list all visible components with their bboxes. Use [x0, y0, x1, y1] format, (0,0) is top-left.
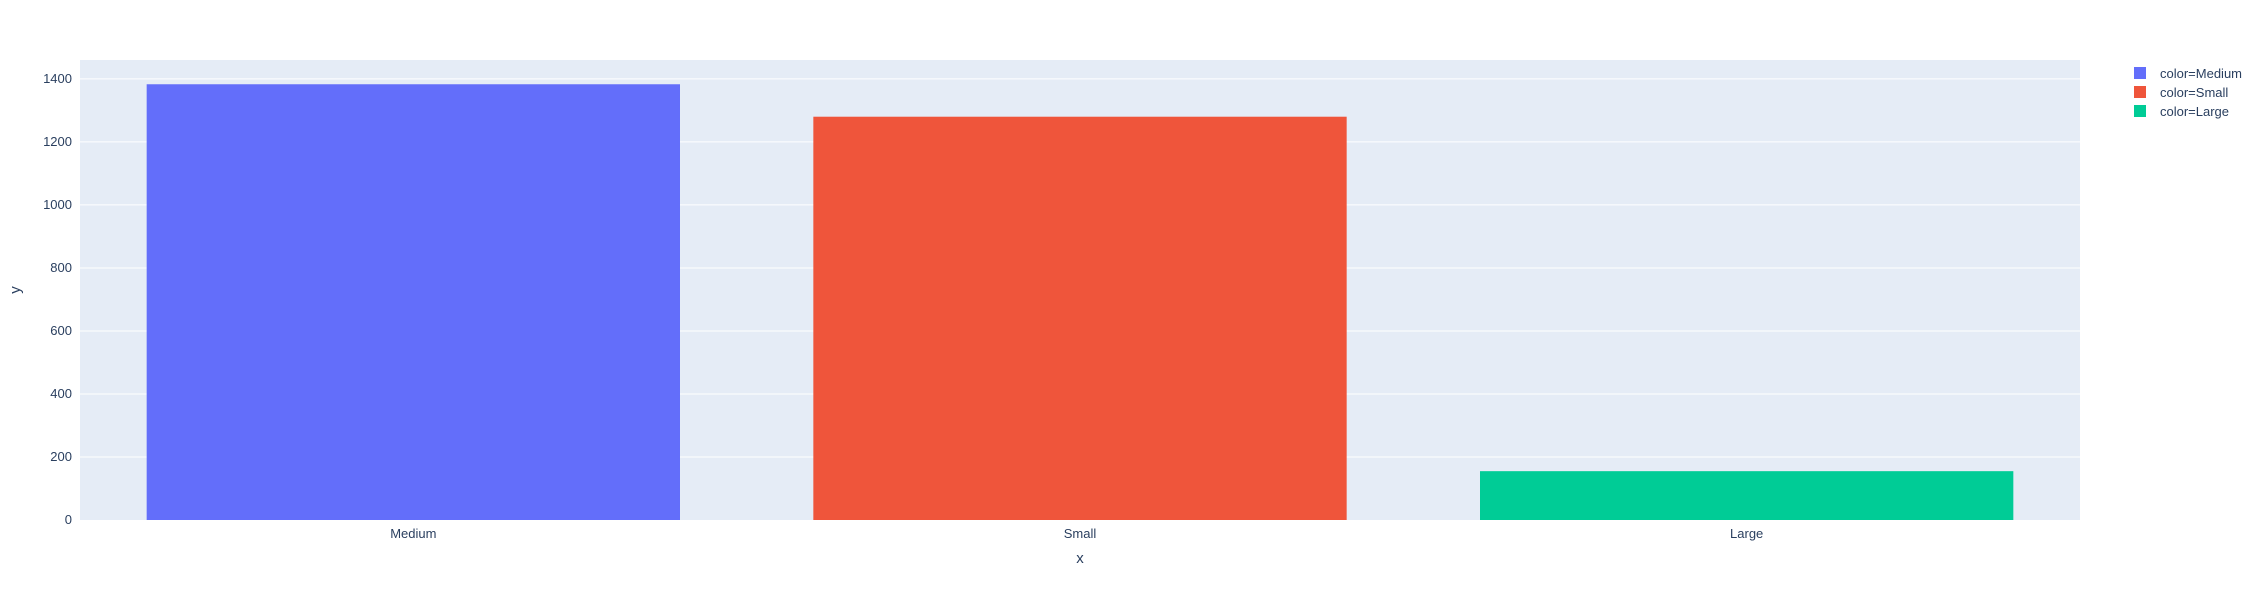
y-tick-label: 200 — [50, 449, 72, 464]
x-tick-label: Small — [1064, 526, 1097, 541]
y-axis-ticks: 0 200 400 600 800 1000 1200 1400 — [43, 71, 72, 527]
bar-large[interactable] — [1480, 471, 2014, 520]
legend-swatch — [2134, 86, 2146, 98]
legend-item-large[interactable]: color=Large — [2134, 104, 2229, 119]
legend-label: color=Small — [2160, 85, 2228, 100]
y-tick-label: 0 — [65, 512, 72, 527]
y-tick-label: 400 — [50, 386, 72, 401]
legend-label: color=Medium — [2160, 66, 2242, 81]
bar-medium[interactable] — [146, 84, 680, 520]
x-tick-label: Medium — [390, 526, 436, 541]
legend-label: color=Large — [2160, 104, 2229, 119]
x-tick-label: Large — [1730, 526, 1763, 541]
legend: color=Medium color=Small color=Large — [2134, 66, 2242, 119]
y-tick-label: 1400 — [43, 71, 72, 86]
legend-item-medium[interactable]: color=Medium — [2134, 66, 2242, 81]
legend-item-small[interactable]: color=Small — [2134, 85, 2228, 100]
bars — [146, 84, 2014, 520]
x-axis-ticks: Medium Small Large — [390, 526, 1763, 541]
y-tick-label: 1000 — [43, 197, 72, 212]
legend-swatch — [2134, 67, 2146, 79]
y-tick-label: 600 — [50, 323, 72, 338]
y-axis-title: y — [7, 286, 24, 294]
y-tick-label: 800 — [50, 260, 72, 275]
legend-swatch — [2134, 105, 2146, 117]
y-tick-label: 1200 — [43, 134, 72, 149]
x-axis-title: x — [1076, 550, 1084, 567]
bar-small[interactable] — [813, 116, 1347, 520]
